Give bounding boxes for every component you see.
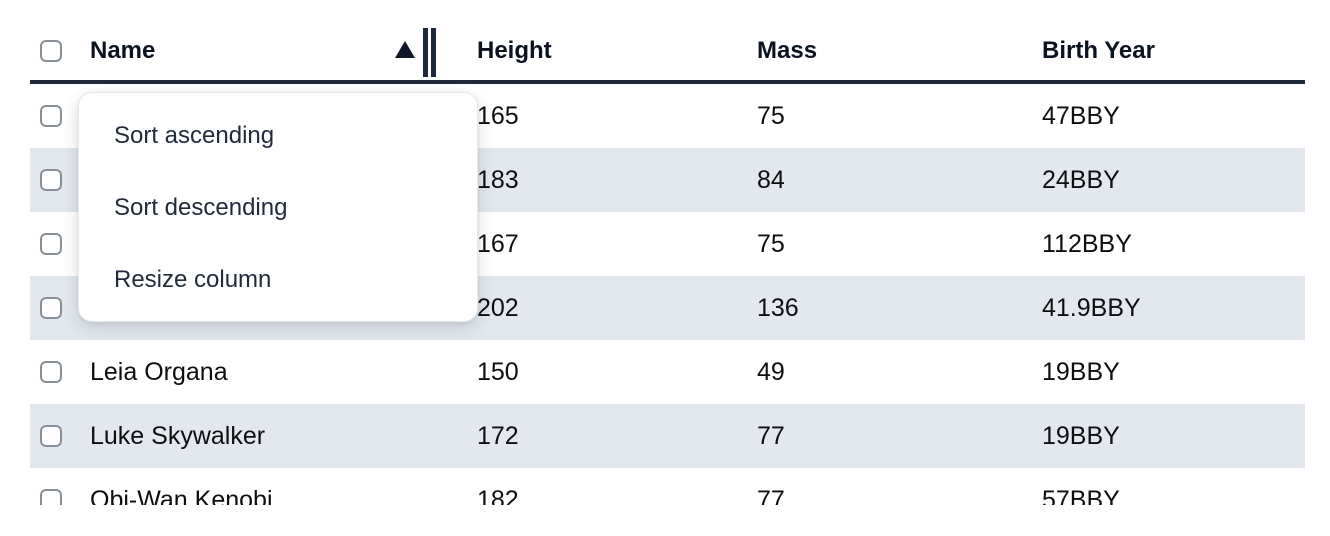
cell-height: 183 bbox=[477, 167, 519, 193]
table-row[interactable]: Leia Organa 150 49 19BBY bbox=[30, 340, 1305, 404]
row-checkbox[interactable] bbox=[40, 169, 62, 191]
cell-birth-year: 47BBY bbox=[1042, 103, 1120, 129]
cell-height: 167 bbox=[477, 231, 519, 257]
cell-mass: 75 bbox=[757, 231, 785, 257]
cell-birth-year: 19BBY bbox=[1042, 423, 1120, 449]
column-context-menu: Sort ascending Sort descending Resize co… bbox=[78, 92, 478, 322]
cell-birth-year: 24BBY bbox=[1042, 167, 1120, 193]
row-checkbox[interactable] bbox=[40, 425, 62, 447]
cell-height: 150 bbox=[477, 359, 519, 385]
cell-height: 172 bbox=[477, 423, 519, 449]
menu-item-sort-descending[interactable]: Sort descending bbox=[114, 194, 288, 221]
row-checkbox[interactable] bbox=[40, 105, 62, 127]
row-checkbox[interactable] bbox=[40, 489, 62, 505]
cell-name: Luke Skywalker bbox=[90, 423, 266, 449]
cell-mass: 84 bbox=[757, 167, 785, 193]
row-checkbox[interactable] bbox=[40, 361, 62, 383]
cell-name: Obi-Wan Kenobi bbox=[90, 487, 273, 506]
cell-height: 202 bbox=[477, 295, 519, 321]
cell-mass: 77 bbox=[757, 423, 785, 449]
table-header-row: Name Height Mass Birth Year bbox=[30, 0, 1305, 84]
select-all-checkbox[interactable] bbox=[40, 40, 62, 62]
cell-birth-year: 57BBY bbox=[1042, 487, 1120, 506]
column-header-height[interactable]: Height bbox=[477, 39, 552, 63]
cell-mass: 49 bbox=[757, 359, 785, 385]
cell-height: 165 bbox=[477, 103, 519, 129]
table-row[interactable]: Luke Skywalker 172 77 19BBY bbox=[30, 404, 1305, 468]
cell-height: 182 bbox=[477, 487, 519, 506]
row-checkbox[interactable] bbox=[40, 233, 62, 255]
table-row[interactable]: Obi-Wan Kenobi 182 77 57BBY bbox=[30, 468, 1305, 505]
column-header-mass[interactable]: Mass bbox=[757, 39, 818, 63]
table-row[interactable]: 167 75 112BBY bbox=[30, 212, 1305, 276]
menu-item-resize-column[interactable]: Resize column bbox=[114, 266, 272, 293]
column-header-birth-year[interactable]: Birth Year bbox=[1042, 39, 1155, 63]
sort-ascending-icon[interactable] bbox=[395, 41, 415, 58]
column-header-name[interactable]: Name bbox=[90, 39, 156, 63]
row-checkbox[interactable] bbox=[40, 297, 62, 319]
table-viewport: Name Height Mass Birth Year 165 75 47BBY… bbox=[30, 0, 1305, 505]
cell-name: Leia Organa bbox=[90, 359, 228, 385]
cell-mass: 77 bbox=[757, 487, 785, 506]
data-table: Name Height Mass Birth Year 165 75 47BBY… bbox=[30, 0, 1305, 505]
select-all-cell bbox=[30, 40, 80, 62]
cell-birth-year: 19BBY bbox=[1042, 359, 1120, 385]
table-row[interactable]: 165 75 47BBY bbox=[30, 84, 1305, 148]
cell-mass: 75 bbox=[757, 103, 785, 129]
cell-birth-year: 112BBY bbox=[1042, 231, 1132, 257]
cell-mass: 136 bbox=[757, 295, 799, 321]
cell-birth-year: 41.9BBY bbox=[1042, 295, 1141, 321]
column-resize-handle[interactable] bbox=[423, 28, 436, 77]
menu-item-sort-ascending[interactable]: Sort ascending bbox=[114, 122, 275, 149]
